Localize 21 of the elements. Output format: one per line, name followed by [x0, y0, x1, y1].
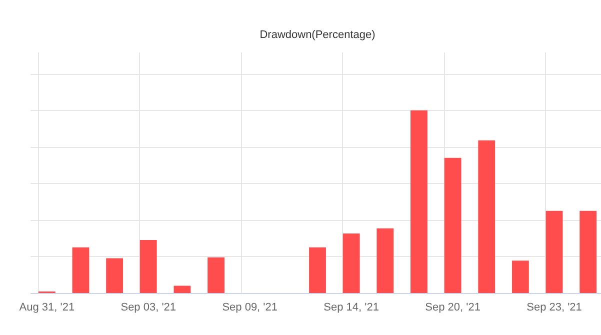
- x-tick-label: Sep 14, '21: [324, 302, 379, 314]
- bar: [342, 233, 360, 293]
- bar: [376, 228, 394, 293]
- x-tick-label: Sep 23, '21: [526, 302, 582, 314]
- bar: [546, 210, 563, 293]
- bar: [174, 286, 191, 293]
- bar: [208, 257, 224, 293]
- bar: [478, 140, 496, 293]
- x-tick-label: Aug 31, '21: [19, 302, 75, 314]
- x-tick-label: Sep 03, '21: [120, 302, 176, 314]
- bar: [72, 247, 90, 293]
- chart-title: Drawdown(Percentage): [260, 29, 376, 41]
- bar: [309, 247, 326, 293]
- x-tick-label: Sep 09, '21: [222, 302, 278, 314]
- bar: [444, 158, 462, 293]
- x-tick-label: Sep 20, '21: [425, 302, 480, 314]
- bar: [410, 110, 428, 293]
- bar: [106, 258, 124, 293]
- bar: [512, 260, 529, 293]
- bar: [140, 240, 157, 293]
- bar: [580, 210, 597, 293]
